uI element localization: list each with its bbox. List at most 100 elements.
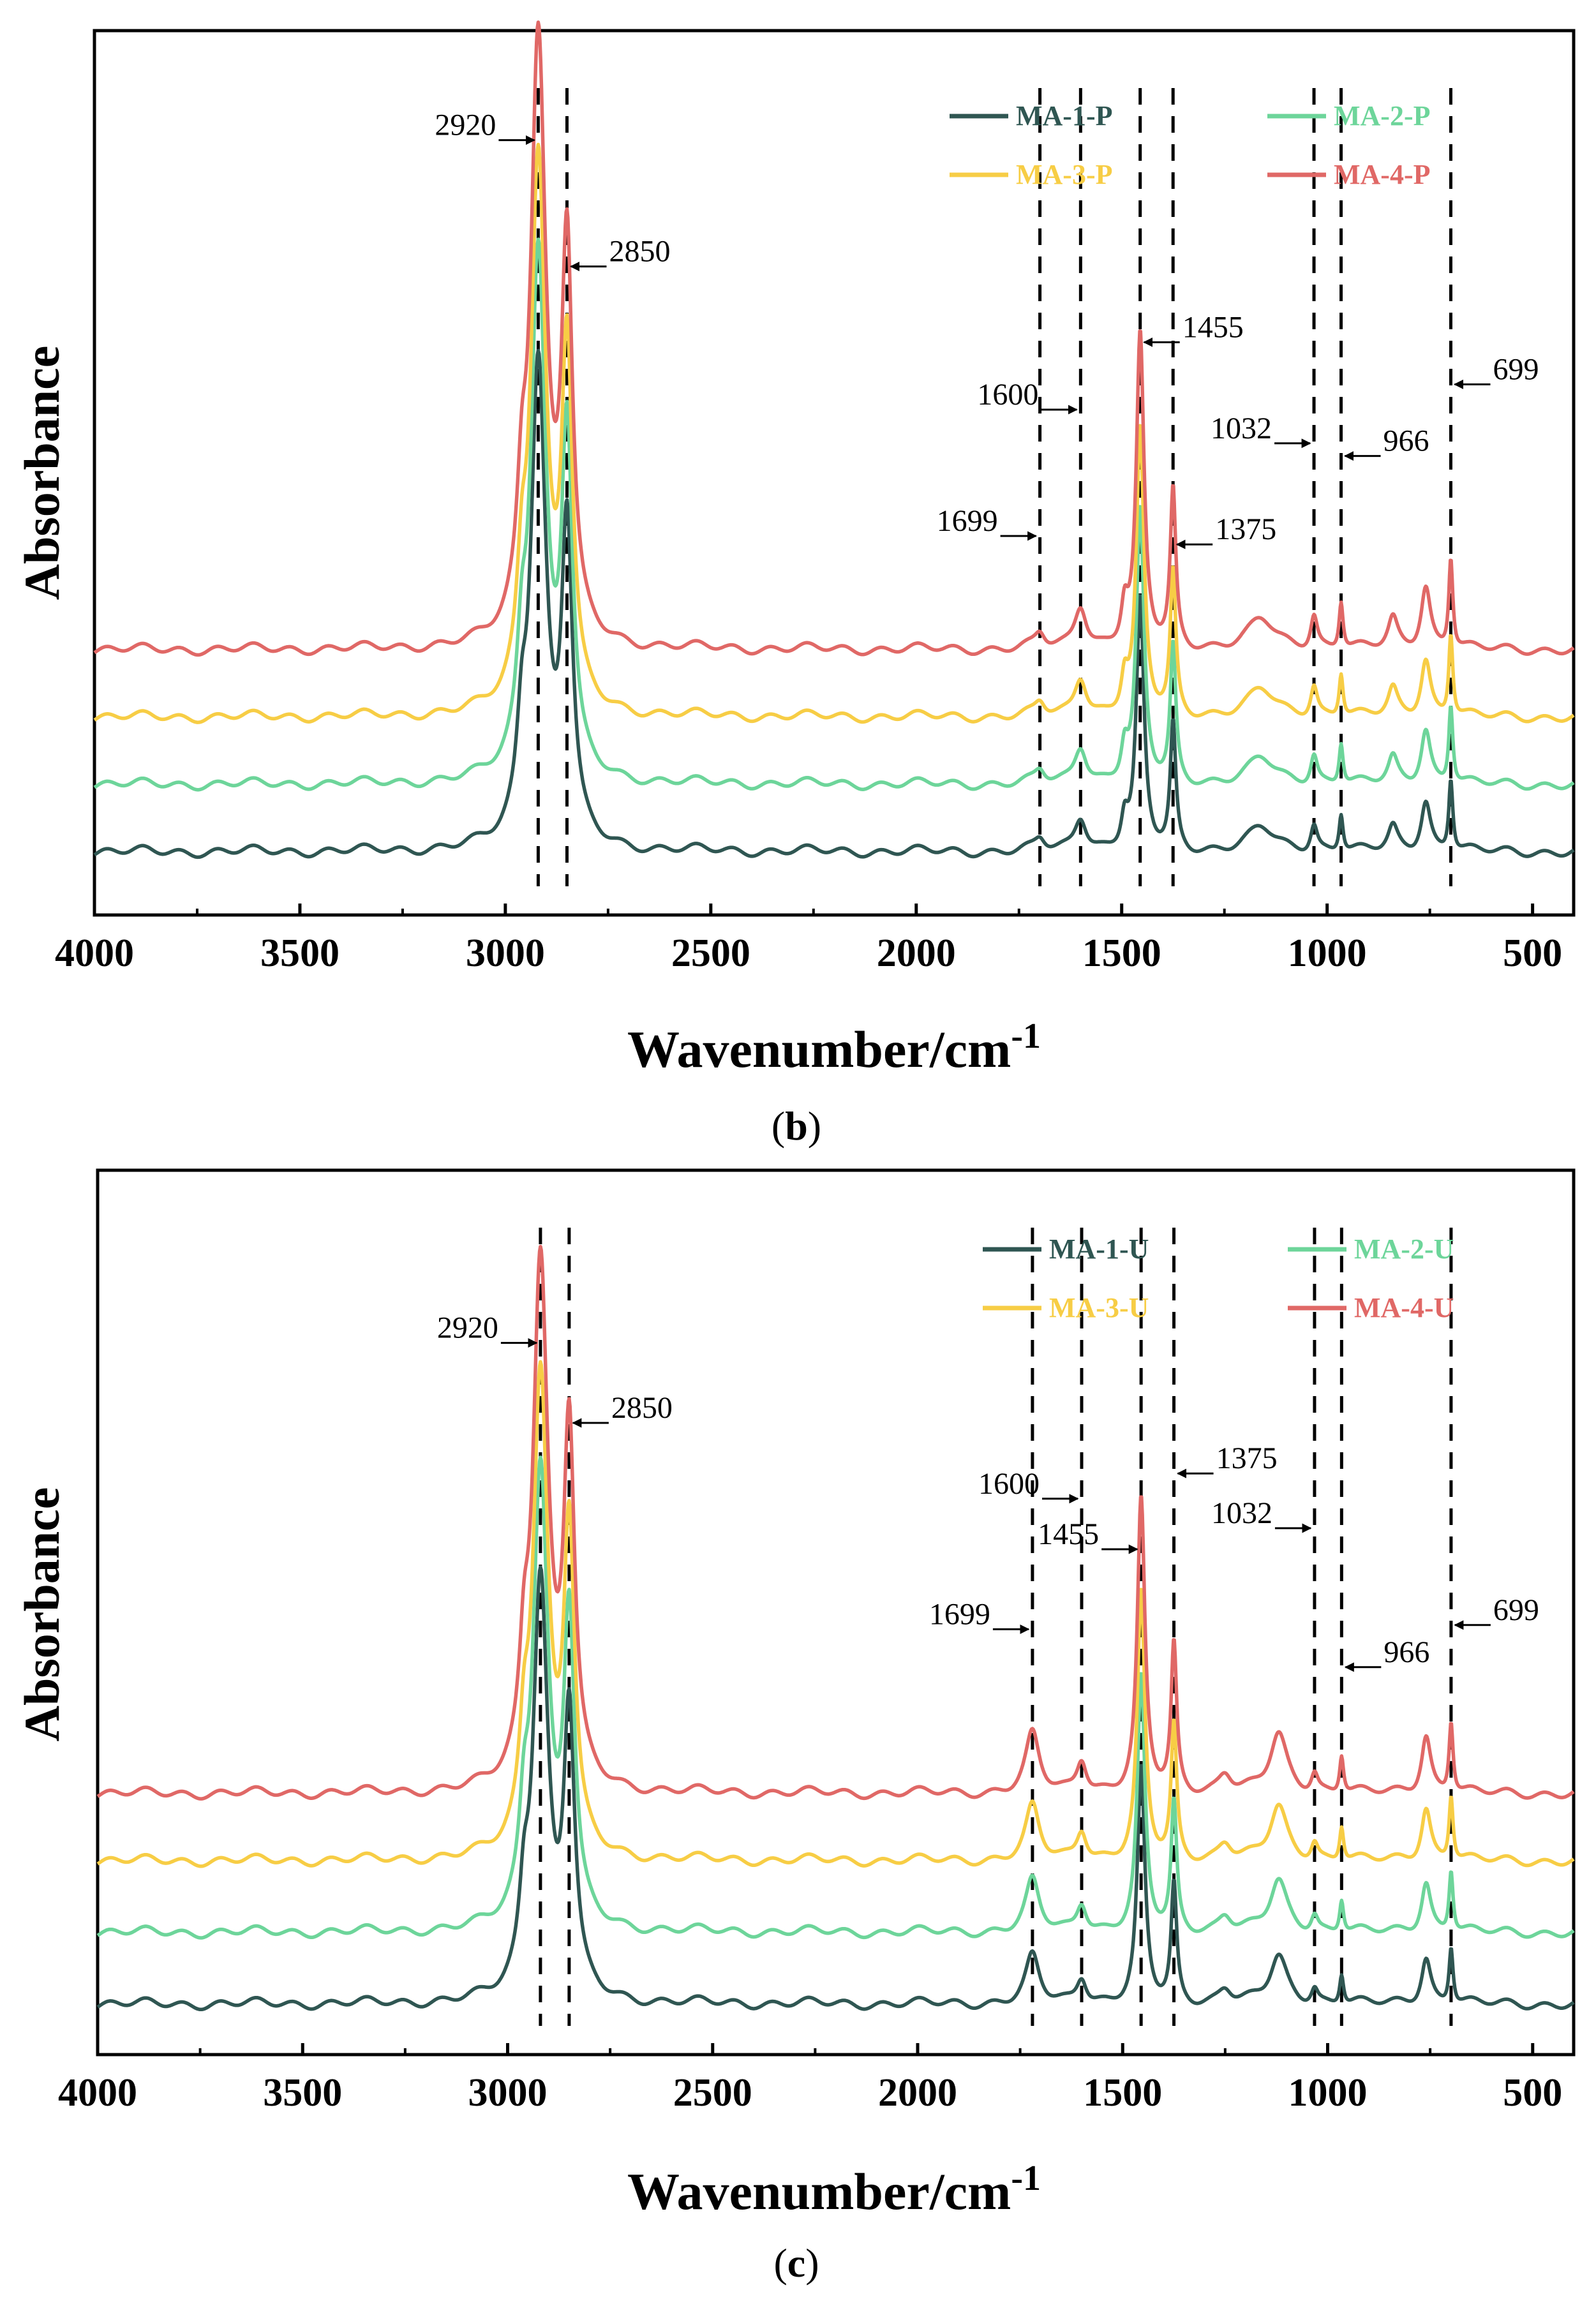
y-axis-label: Absorbance	[14, 346, 70, 600]
annotation-label: 1600	[978, 1467, 1040, 1501]
peak-annotation-1375: 1375	[1177, 1441, 1278, 1478]
annotation-label: 2920	[437, 1311, 498, 1345]
spectra-lines	[93, 20, 1575, 859]
x-tick-label-2000: 2000	[878, 2071, 957, 2115]
peak-annotation-2920: 2920	[437, 1311, 538, 1348]
x-axis-label-superscript: -1	[1011, 2159, 1041, 2198]
legend-item-MA-3-P: MA-3-P	[950, 159, 1113, 190]
annotation-label: 1375	[1216, 1441, 1278, 1475]
x-tick-label-4000: 4000	[55, 932, 134, 975]
x-tick-label-4000: 4000	[58, 2071, 137, 2115]
x-axis-label-superscript: -1	[1011, 1016, 1041, 1056]
legend-item-MA-3-U: MA-3-U	[983, 1292, 1149, 1323]
x-axis-label-text: Wavenumber/cm	[627, 2162, 1011, 2220]
annotation-label: 966	[1383, 1635, 1429, 1669]
annotation-label: 1032	[1211, 1496, 1272, 1530]
x-tick-label-2500: 2500	[671, 932, 750, 975]
legend-label: MA-3-U	[1049, 1292, 1149, 1323]
series-line-MA-4-U	[96, 1244, 1575, 1801]
legend-label: MA-2-P	[1334, 100, 1431, 131]
spectra-lines	[96, 1244, 1575, 2012]
peak-annotation-966: 966	[1344, 1635, 1429, 1672]
peak-annotations: 2920 2850 1375 1600 1455 1032 1699 966 699	[437, 1311, 1539, 1672]
annotation-label: 1032	[1211, 412, 1272, 445]
legend-label: MA-4-P	[1334, 159, 1431, 190]
x-tick-label-3000: 3000	[468, 2071, 548, 2115]
caption-letter: b	[785, 1103, 808, 1149]
x-tick-label-1000: 1000	[1288, 932, 1367, 975]
x-tick-label-500: 500	[1503, 2071, 1562, 2115]
x-tick-label-3500: 3500	[263, 2071, 342, 2115]
legend-label: MA-2-U	[1354, 1233, 1454, 1265]
legend-item-MA-4-P: MA-4-P	[1267, 159, 1431, 190]
legend-item-MA-2-U: MA-2-U	[1288, 1233, 1454, 1265]
annotation-label: 699	[1493, 352, 1539, 386]
peak-annotation-1375: 1375	[1175, 512, 1276, 549]
series-line-MA-1-U	[96, 1565, 1575, 2012]
plot-frame	[96, 1168, 1576, 2057]
x-tick-label-1000: 1000	[1288, 2071, 1368, 2115]
annotation-label: 1455	[1182, 310, 1244, 344]
annotation-label: 966	[1383, 424, 1429, 458]
annotation-label: 2850	[609, 235, 670, 269]
x-axis-label-text: Wavenumber/cm	[627, 1020, 1011, 1078]
plot-frame	[93, 29, 1576, 917]
peak-annotation-2920: 2920	[435, 108, 535, 145]
peak-annotation-1032: 1032	[1211, 1496, 1312, 1533]
legend-item-MA-1-U: MA-1-U	[983, 1233, 1149, 1265]
x-axis-label: Wavenumber/cm-1	[627, 2159, 1041, 2220]
peak-annotation-1699: 1699	[937, 504, 1038, 541]
peak-annotation-1455: 1455	[1038, 1517, 1138, 1554]
x-tick-label-1500: 1500	[1082, 932, 1161, 975]
x-tick-label-500: 500	[1503, 932, 1562, 975]
legend: MA-1-P MA-2-P MA-3-P MA-4-P	[950, 100, 1431, 190]
legend-label: MA-1-P	[1016, 100, 1113, 131]
legend-item-MA-4-U: MA-4-U	[1288, 1292, 1454, 1323]
x-axis-label: Wavenumber/cm-1	[627, 1016, 1041, 1078]
legend-label: MA-4-U	[1354, 1292, 1454, 1323]
legend-item-MA-2-P: MA-2-P	[1267, 100, 1431, 131]
x-axis-ticks: 4000 3500 3000 2500 2000 1500 1000 500	[58, 2043, 1562, 2115]
x-tick-label-3500: 3500	[260, 932, 339, 975]
annotation-label: 1699	[929, 1597, 990, 1631]
annotation-label: 2920	[435, 108, 496, 142]
legend-label: MA-3-P	[1016, 159, 1113, 190]
peak-annotation-1455: 1455	[1143, 310, 1244, 347]
series-line-MA-4-P	[93, 20, 1575, 657]
x-tick-label-2000: 2000	[877, 932, 956, 975]
series-line-MA-1-P	[93, 348, 1575, 859]
panel-b: 4000 3500 3000 2500 2000 1500 1000 500 2920 2850…	[14, 20, 1576, 1149]
panel-caption: (b)	[772, 1103, 821, 1149]
peak-annotation-1699: 1699	[929, 1597, 1030, 1634]
annotation-label: 1600	[977, 378, 1038, 412]
series-line-MA-3-P	[93, 142, 1575, 724]
peak-annotation-1600: 1600	[978, 1467, 1079, 1504]
caption-close: )	[808, 1103, 821, 1149]
dashed-reference-lines	[536, 88, 1452, 886]
x-axis-ticks: 4000 3500 3000 2500 2000 1500 1000 500	[55, 904, 1562, 975]
x-tick-label-3000: 3000	[466, 932, 545, 975]
legend-label: MA-1-U	[1049, 1233, 1149, 1265]
peak-annotation-2850: 2850	[572, 1391, 673, 1428]
annotation-label: 1455	[1038, 1517, 1099, 1551]
x-tick-label-2500: 2500	[673, 2071, 752, 2115]
panel-caption: (c)	[773, 2240, 819, 2286]
peak-annotations: 2920 2850 1455 1600 1032 966 699 1699 1375	[435, 108, 1539, 549]
legend-item-MA-1-P: MA-1-P	[950, 100, 1113, 131]
annotation-label: 699	[1493, 1593, 1539, 1627]
annotation-label: 2850	[611, 1391, 673, 1425]
peak-annotation-2850: 2850	[569, 235, 670, 272]
caption-open: (	[772, 1103, 785, 1149]
dashed-reference-lines	[539, 1228, 1453, 2026]
x-tick-label-1500: 1500	[1083, 2071, 1162, 2115]
caption-open: (	[773, 2240, 787, 2286]
panel-c: 4000 3500 3000 2500 2000 1500 1000 500 2920 2850…	[14, 1168, 1576, 2286]
caption-letter: c	[787, 2240, 805, 2286]
caption-close: )	[805, 2240, 819, 2286]
peak-annotation-699: 699	[1454, 1593, 1539, 1630]
y-axis-label: Absorbance	[14, 1487, 70, 1742]
peak-annotation-1600: 1600	[977, 378, 1078, 415]
legend: MA-1-U MA-2-U MA-3-U MA-4-U	[983, 1233, 1454, 1323]
annotation-label: 1375	[1215, 512, 1276, 546]
